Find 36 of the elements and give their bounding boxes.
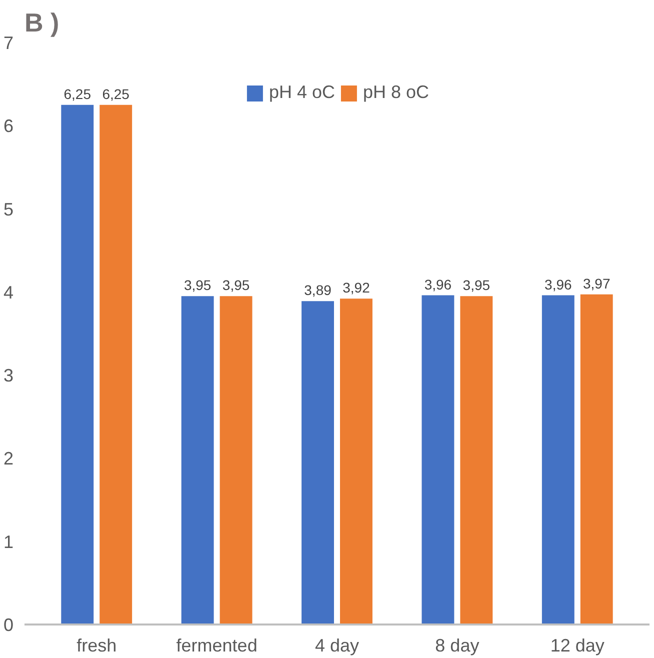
x-tick-label: fresh bbox=[76, 636, 117, 656]
y-tick-label: 5 bbox=[3, 199, 14, 220]
data-label: 3,97 bbox=[582, 275, 610, 292]
data-label: 3,92 bbox=[342, 280, 370, 296]
data-label: 3,95 bbox=[222, 277, 250, 294]
x-tick-label: 8 day bbox=[435, 636, 480, 656]
bar bbox=[460, 296, 493, 624]
bar bbox=[181, 296, 214, 624]
x-tick-label: 4 day bbox=[314, 636, 360, 656]
bar bbox=[542, 295, 574, 624]
x-tick-label: 12 day bbox=[550, 636, 604, 656]
y-tick-label: 7 bbox=[3, 33, 14, 53]
data-label: 3,95 bbox=[184, 277, 212, 294]
chart-title: B ) bbox=[24, 8, 60, 38]
legend-label: pH 4 oC bbox=[268, 82, 335, 103]
data-label: 3,95 bbox=[462, 277, 490, 294]
y-tick-label: 1 bbox=[3, 532, 14, 552]
y-tick-label: 3 bbox=[3, 366, 14, 386]
y-tick-label: 0 bbox=[3, 615, 14, 635]
data-label: 3,96 bbox=[424, 276, 452, 292]
x-tick-label: fermented bbox=[176, 636, 258, 656]
data-label: 3,89 bbox=[304, 282, 332, 298]
bar bbox=[100, 104, 132, 624]
bar bbox=[61, 104, 94, 624]
data-label: 6,25 bbox=[102, 86, 130, 102]
bar bbox=[580, 294, 613, 624]
bar bbox=[340, 298, 372, 624]
data-label: 3,96 bbox=[544, 276, 572, 292]
y-tick-label: 6 bbox=[3, 116, 14, 136]
y-tick-label: 2 bbox=[3, 448, 14, 469]
bar bbox=[422, 295, 454, 624]
legend-label: pH 8 oC bbox=[363, 82, 430, 103]
data-label: 6,25 bbox=[64, 86, 92, 102]
bar bbox=[220, 296, 252, 624]
bar bbox=[302, 301, 334, 624]
y-tick-label: 4 bbox=[3, 282, 14, 302]
